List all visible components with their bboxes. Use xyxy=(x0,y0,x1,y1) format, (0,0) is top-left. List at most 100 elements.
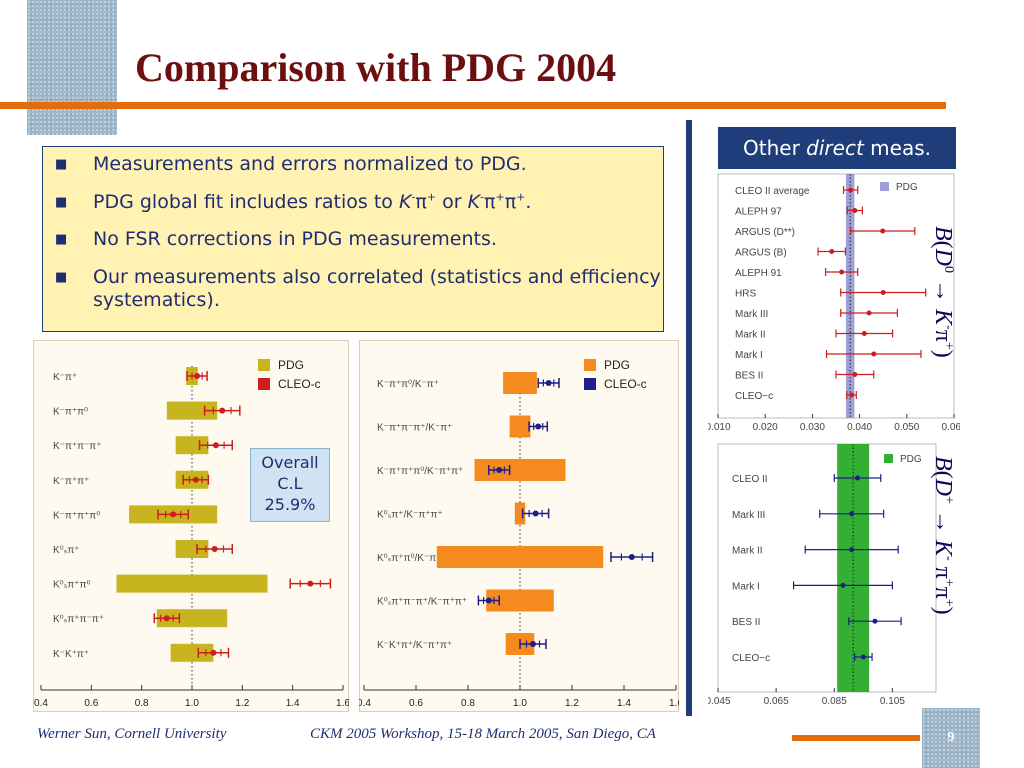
pdg-bar xyxy=(514,502,526,525)
measurement-point xyxy=(866,310,872,316)
cleo-point xyxy=(194,373,201,379)
legend-label: CLEO-c xyxy=(278,377,321,391)
measurement-point xyxy=(849,392,855,398)
x-tick-label: 1.4 xyxy=(617,698,631,709)
cleo-point xyxy=(210,649,217,656)
measurement-point xyxy=(861,331,867,336)
plot-left: K⁻π⁺ K⁻π⁺π⁰ K⁻π⁺π⁻π⁺ K⁻π⁺π⁺ K⁻π⁺π⁺π⁰ K⁰ₛπ⁺ K⁰ₛ… xyxy=(33,340,349,712)
row-label: Mark II xyxy=(732,546,763,557)
cleo-point xyxy=(485,597,492,604)
x-tick-label: 0.8 xyxy=(461,698,475,709)
page-number-box: 9 xyxy=(922,708,980,768)
measurement-point xyxy=(829,249,835,254)
plot-right-bottom: PDG CLEO II Mark III Mark II Mark I BES II CLE… xyxy=(708,440,944,708)
row-label: K⁰ₛπ⁺ xyxy=(53,545,80,556)
row-label: K⁻K⁺π⁺/K⁻π⁺π⁺ xyxy=(377,640,452,651)
x-tick-label: 0.085 xyxy=(822,696,847,707)
pdg-bar xyxy=(474,459,566,481)
measurement-point xyxy=(848,187,854,193)
row-label: K⁰ₛπ⁺π⁻π⁺/K⁻π⁺π⁺ xyxy=(377,597,467,608)
measurement-point xyxy=(852,372,858,377)
overall-line: 25.9% xyxy=(264,495,316,514)
cleo-point xyxy=(211,546,218,552)
cleo-point xyxy=(545,380,552,386)
pdg-bar xyxy=(503,372,537,394)
pdg-bar xyxy=(175,540,209,558)
bullet-box: ■ Measurements and errors normalized to P… xyxy=(42,146,664,332)
cleo-point xyxy=(530,641,536,647)
overall-line: Overall xyxy=(261,453,319,472)
measurement-point xyxy=(840,582,846,588)
x-tick-label: 1.4 xyxy=(286,698,300,709)
x-tick-label: 1.0 xyxy=(513,698,527,709)
row-label: K⁻π⁺π⁻π⁺ xyxy=(53,441,101,452)
x-tick-label: 1.2 xyxy=(565,698,579,709)
plot-background xyxy=(359,340,679,712)
page-number: 9 xyxy=(947,730,955,745)
cleo-point xyxy=(170,511,177,518)
measurement-point xyxy=(849,547,855,553)
row-label: ARGUS (B) xyxy=(735,248,787,259)
plot-right-top: PDG CLEO II average ALEPH 97 ARGUS (D**) ARG… xyxy=(708,170,960,432)
pdg-bar xyxy=(486,589,554,612)
slide-title: Comparison with PDG 2004 xyxy=(135,45,617,90)
x-tick-label: 1.0 xyxy=(185,698,199,709)
row-label: Mark III xyxy=(732,510,765,521)
measurement-point xyxy=(871,351,877,357)
x-tick-label: 0.4 xyxy=(359,698,371,709)
plot-frame xyxy=(33,340,349,712)
row-label: K⁰ₛπ⁺π⁻π⁺ xyxy=(53,614,104,625)
legend-swatch xyxy=(880,182,889,191)
x-tick-label: 0.050 xyxy=(894,422,919,432)
pdg-band xyxy=(845,174,855,418)
cleo-point xyxy=(307,580,314,587)
x-tick-label: 0.040 xyxy=(847,422,872,432)
row-label: K⁰ₛπ⁺π⁰ xyxy=(53,580,91,591)
x-tick-label: 0.105 xyxy=(880,696,905,707)
row-label: CLEO II xyxy=(732,474,768,485)
cleo-point xyxy=(496,467,503,473)
measurement-point xyxy=(860,654,866,660)
row-label: Mark I xyxy=(735,350,763,361)
other-direct-box: Other direct meas. xyxy=(718,127,956,169)
row-label: HRS xyxy=(735,289,756,300)
x-tick-label: 0.4 xyxy=(34,698,48,709)
x-tick-label: 0.030 xyxy=(800,422,825,432)
pdg-bar xyxy=(116,574,268,593)
measurement-point xyxy=(839,269,845,275)
measurement-point xyxy=(880,290,886,295)
row-label: K⁻π⁺π⁺π⁰ xyxy=(53,510,100,521)
row-label: K⁻π⁺π⁺ xyxy=(53,476,89,487)
cleo-point xyxy=(219,407,226,414)
corner-square-top xyxy=(27,0,117,135)
plot-right-top-svg: PDG CLEO II average ALEPH 97 ARGUS (D**) ARG… xyxy=(708,170,960,432)
bullet-item: ■ Our measurements also correlated (stati… xyxy=(55,265,661,312)
legend-swatch xyxy=(884,454,893,463)
bullet-item: ■ PDG global fit includes ratios to K-π+ … xyxy=(55,190,532,213)
legend-label: CLEO-c xyxy=(604,377,647,391)
x-tick-label: 0.045 xyxy=(708,696,731,707)
cleo-point xyxy=(163,615,170,622)
row-label: ALEPH 91 xyxy=(735,268,782,279)
cleo-point xyxy=(535,423,542,430)
footer-conference: CKM 2005 Workshop, 15-18 March 2005, San… xyxy=(310,726,656,742)
plot-frame xyxy=(717,443,937,693)
overall-line: C.L xyxy=(277,474,303,493)
footer-rule xyxy=(792,735,920,741)
cleo-point xyxy=(532,510,539,517)
bf-dplus-label: B(D+ → K- π+π+) xyxy=(930,456,956,615)
measurement-point xyxy=(849,511,855,517)
plot-middle: K⁻π⁺π⁰/K⁻π⁺ K⁻π⁺π⁻π⁺/K⁻π⁺ K⁻π⁺π⁺π⁰/K⁻π⁺π⁺ K… xyxy=(359,340,679,712)
pdg-bar xyxy=(509,415,531,438)
x-tick-label: 0.010 xyxy=(708,422,731,432)
row-label: K⁻π⁺π⁰ xyxy=(53,407,88,418)
cleo-point xyxy=(192,476,199,483)
plot-middle-svg: K⁻π⁺π⁰/K⁻π⁺ K⁻π⁺π⁻π⁺/K⁻π⁺ K⁻π⁺π⁺π⁰/K⁻π⁺π⁺ K… xyxy=(359,340,679,712)
legend-label: PDG xyxy=(604,358,630,372)
row-label: BES II xyxy=(735,371,763,382)
x-tick-label: 0.6 xyxy=(409,698,423,709)
measurement-point xyxy=(855,475,861,481)
row-label: BES II xyxy=(732,617,760,628)
measurement-point xyxy=(872,618,878,624)
row-label: K⁻π⁺π⁰/K⁻π⁺ xyxy=(377,379,439,390)
